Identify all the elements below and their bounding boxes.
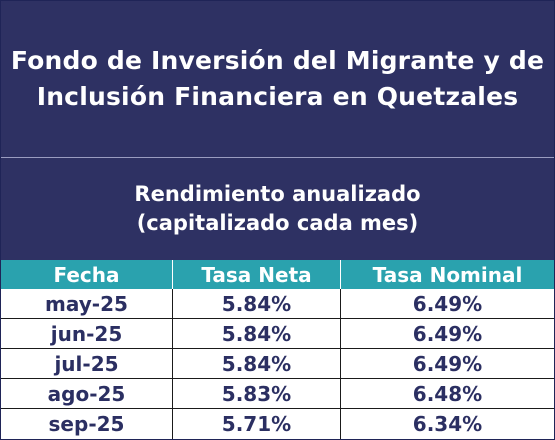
rates-table-body: may-25 5.84% 6.49% jun-25 5.84% 6.49% ju… <box>1 289 554 439</box>
column-header-tasa-neta: Tasa Neta <box>173 260 341 289</box>
fund-title-line-2: Inclusión Financiera en Quetzales <box>36 82 519 111</box>
cell-fecha: may-25 <box>1 289 173 318</box>
fund-title-line-1: Fondo de Inversión del Migrante y de <box>10 46 545 75</box>
cell-tasa-neta: 5.84% <box>173 289 341 318</box>
cell-fecha: sep-25 <box>1 409 173 439</box>
cell-tasa-nominal: 6.34% <box>412 412 483 436</box>
cell-tasa-neta: 5.83% <box>173 379 341 408</box>
cell-tasa-nominal: 6.49% <box>412 321 483 346</box>
table-row: jul-25 5.84% 6.49% <box>1 349 554 379</box>
title-divider <box>1 157 554 158</box>
cell-tasa-neta: 5.71% <box>173 409 341 439</box>
yield-subtitle-line-1: Rendimiento anualizado <box>134 182 421 206</box>
table-row: may-25 5.84% 6.49% <box>1 289 554 319</box>
cell-fecha: jul-25 <box>1 349 173 378</box>
cell-tasa-nominal: 6.49% <box>412 291 483 316</box>
rates-table-header: Fecha Tasa Neta Tasa Nominal <box>1 260 554 289</box>
column-header-fecha: Fecha <box>1 260 173 289</box>
yield-subtitle: Rendimiento anualizado (capitalizado cad… <box>1 158 554 260</box>
fund-title: Fondo de Inversión del Migrante y de Inc… <box>1 1 554 157</box>
table-row: jun-25 5.84% 6.49% <box>1 319 554 349</box>
cell-tasa-nominal: 6.49% <box>412 351 483 376</box>
column-header-tasa-nominal: Tasa Nominal <box>372 262 523 287</box>
cell-fecha: jun-25 <box>1 319 173 348</box>
table-row: ago-25 5.83% 6.48% <box>1 379 554 409</box>
cell-tasa-nominal: 6.48% <box>412 381 483 406</box>
yield-subtitle-line-2: (capitalizado cada mes) <box>136 211 419 235</box>
cell-fecha: ago-25 <box>1 379 173 408</box>
cell-tasa-neta: 5.84% <box>173 319 341 348</box>
cell-tasa-neta: 5.84% <box>173 349 341 378</box>
table-row: sep-25 5.71% 6.34% <box>1 409 554 439</box>
